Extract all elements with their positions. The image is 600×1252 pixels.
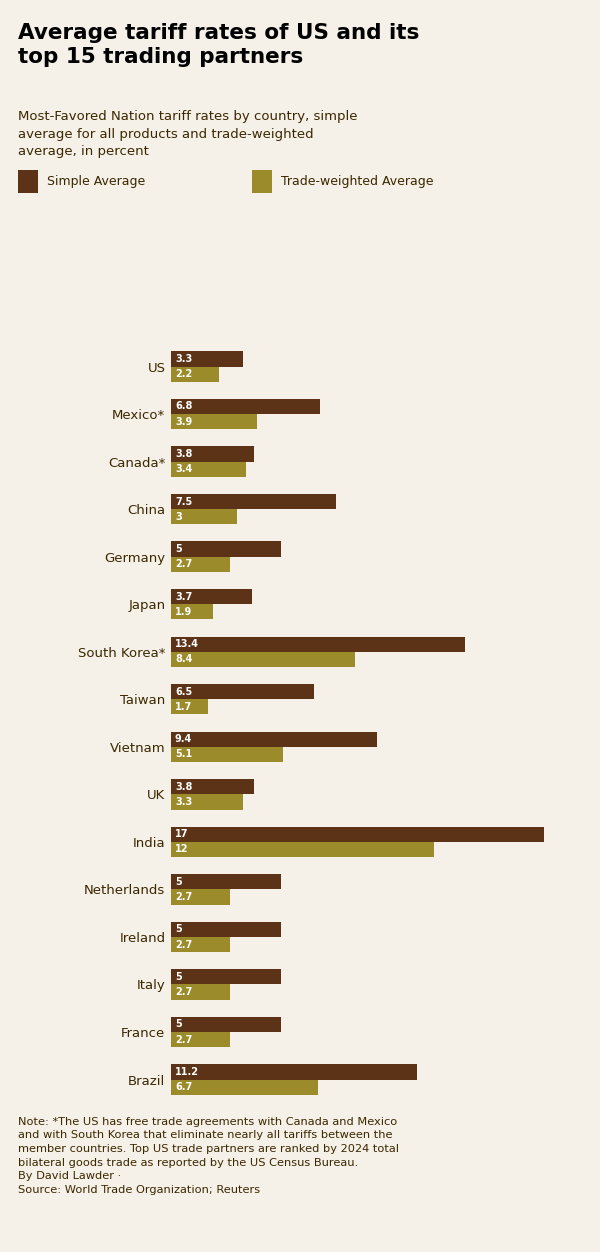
Bar	[171, 462, 245, 477]
Text: 5: 5	[175, 1019, 182, 1029]
Text: 3.9: 3.9	[175, 417, 192, 427]
Bar	[171, 605, 212, 620]
Text: 3.4: 3.4	[175, 464, 192, 475]
Text: Most-Favored Nation tariff rates by country, simple
average for all products and: Most-Favored Nation tariff rates by coun…	[18, 110, 358, 158]
Text: 5: 5	[175, 972, 182, 982]
Text: 1.7: 1.7	[175, 702, 192, 712]
Text: 12: 12	[175, 844, 188, 854]
Text: Simple Average: Simple Average	[47, 175, 145, 188]
Text: 3.3: 3.3	[175, 354, 192, 364]
Text: 7.5: 7.5	[175, 497, 192, 507]
Bar	[171, 794, 244, 810]
Bar	[171, 841, 434, 858]
Bar	[171, 414, 257, 429]
Bar	[171, 352, 244, 367]
Bar	[171, 746, 283, 762]
Text: Note: *The US has free trade agreements with Canada and Mexico
and with South Ko: Note: *The US has free trade agreements …	[18, 1117, 399, 1194]
Bar	[171, 1032, 230, 1047]
Bar	[171, 495, 335, 510]
Text: 13.4: 13.4	[175, 639, 199, 649]
Text: 3.8: 3.8	[175, 449, 193, 459]
Text: 5: 5	[175, 545, 182, 555]
Bar	[171, 700, 208, 715]
Text: 3.8: 3.8	[175, 781, 193, 791]
Bar	[171, 969, 281, 984]
Text: Trade-weighted Average: Trade-weighted Average	[281, 175, 433, 188]
Text: 2.2: 2.2	[175, 369, 192, 379]
Bar	[171, 1064, 417, 1079]
Text: 3.7: 3.7	[175, 592, 192, 602]
Bar	[171, 367, 219, 382]
Bar	[171, 1079, 318, 1094]
Text: 2.7: 2.7	[175, 560, 192, 570]
Text: 2.7: 2.7	[175, 939, 192, 949]
Text: 17: 17	[175, 829, 188, 839]
Bar	[171, 984, 230, 999]
Text: 8.4: 8.4	[175, 655, 193, 665]
Text: 11.2: 11.2	[175, 1067, 199, 1077]
Text: 6.8: 6.8	[175, 402, 193, 412]
Bar	[171, 557, 230, 572]
Bar	[171, 684, 314, 700]
Bar	[171, 1017, 281, 1032]
Bar	[171, 921, 281, 936]
Text: 2.7: 2.7	[175, 891, 192, 901]
Bar	[171, 541, 281, 557]
Text: 5: 5	[175, 876, 182, 886]
Bar	[171, 588, 252, 605]
Text: 6.5: 6.5	[175, 686, 192, 696]
Text: 9.4: 9.4	[175, 734, 192, 744]
Bar	[171, 636, 465, 652]
Text: 3.3: 3.3	[175, 798, 192, 808]
Bar	[171, 889, 230, 905]
Text: Average tariff rates of US and its
top 15 trading partners: Average tariff rates of US and its top 1…	[18, 23, 419, 66]
Bar	[171, 874, 281, 889]
Bar	[171, 936, 230, 952]
Bar	[171, 779, 254, 794]
Text: 5.1: 5.1	[175, 750, 192, 760]
Bar	[171, 510, 237, 525]
Text: 2.7: 2.7	[175, 1034, 192, 1044]
Text: 3: 3	[175, 512, 182, 522]
Text: 6.7: 6.7	[175, 1082, 192, 1092]
Text: 5: 5	[175, 924, 182, 934]
Bar	[171, 399, 320, 414]
Bar	[171, 731, 377, 746]
Bar	[171, 447, 254, 462]
Text: 1.9: 1.9	[175, 607, 192, 617]
Text: 2.7: 2.7	[175, 987, 192, 997]
Bar	[171, 826, 544, 841]
Bar	[171, 652, 355, 667]
